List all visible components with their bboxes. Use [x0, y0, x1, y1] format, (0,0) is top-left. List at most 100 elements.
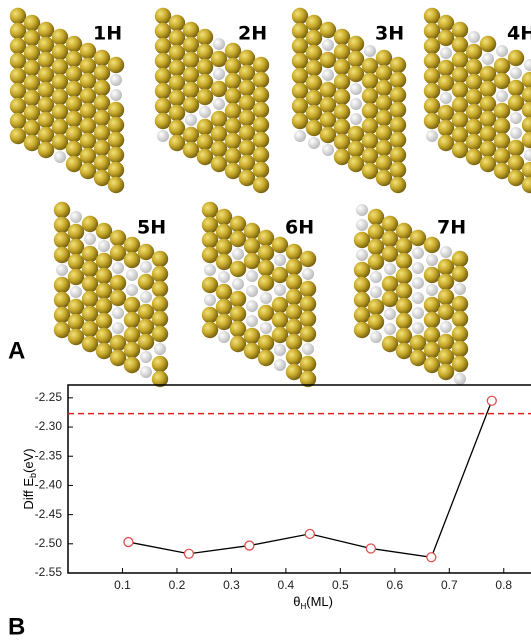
- gold-atom: [300, 311, 316, 327]
- gold-atom: [96, 328, 112, 344]
- hydrogen-atom: [294, 130, 306, 142]
- gold-atom: [300, 326, 316, 342]
- gold-atom: [68, 239, 84, 255]
- gold-atom: [52, 29, 68, 45]
- hydrogen-atom: [350, 98, 362, 110]
- gold-atom: [286, 334, 302, 350]
- gold-atom: [155, 38, 171, 54]
- gold-atom: [424, 38, 440, 54]
- gold-atom: [348, 66, 364, 82]
- hydrogen-atom: [246, 285, 258, 297]
- gold-atom: [390, 117, 406, 133]
- gold-atom: [424, 83, 440, 99]
- gold-atom: [286, 304, 302, 320]
- gold-atom: [320, 52, 336, 68]
- gold-atom: [368, 239, 384, 255]
- figure: 1H2H3H4H5H6H7H A B -2.55-2.50-2.45-2.40-…: [0, 0, 531, 643]
- gold-atom: [96, 253, 112, 269]
- gold-atom: [239, 50, 255, 66]
- gold-atom: [52, 119, 68, 135]
- gold-atom: [96, 268, 112, 284]
- gold-atom: [300, 281, 316, 297]
- structure-label: 5H: [137, 217, 166, 239]
- gold-atom: [66, 51, 82, 67]
- gold-atom: [382, 291, 398, 307]
- gold-atom: [108, 57, 124, 73]
- gold-atom: [382, 216, 398, 232]
- gold-atom: [82, 261, 98, 277]
- gold-atom: [24, 120, 40, 136]
- gold-atom: [124, 312, 140, 328]
- gold-atom: [438, 105, 454, 121]
- gold-atom: [258, 350, 274, 366]
- gold-atom: [183, 82, 199, 98]
- gold-atom: [68, 269, 84, 285]
- hydrogen-atom: [496, 90, 508, 102]
- structure-label: 4H: [507, 23, 531, 45]
- gold-atom: [38, 37, 54, 53]
- gold-atom: [396, 343, 412, 359]
- gold-atom: [424, 53, 440, 69]
- gold-atom: [334, 59, 350, 75]
- gold-atom: [138, 319, 154, 335]
- hydrogen-atom: [412, 307, 424, 319]
- gold-atom: [225, 58, 241, 74]
- gold-atom: [292, 38, 308, 54]
- hydrogen-atom: [350, 113, 362, 125]
- gold-atom: [68, 329, 84, 345]
- structure: 5H: [54, 202, 168, 387]
- gold-atom: [508, 95, 524, 111]
- gold-atom: [494, 133, 510, 149]
- hydrogen-atom: [302, 268, 314, 280]
- hydrogen-atom: [204, 264, 216, 276]
- gold-atom: [348, 36, 364, 52]
- gold-atom: [152, 266, 168, 282]
- gold-atom: [197, 89, 213, 105]
- gold-atom: [66, 156, 82, 172]
- gold-atom: [362, 163, 378, 179]
- gold-atom: [197, 134, 213, 150]
- gold-atom: [452, 326, 468, 342]
- hydrogen-atom: [140, 291, 152, 303]
- gold-atom: [68, 224, 84, 240]
- structure-label: 3H: [375, 23, 404, 45]
- hydrogen-atom: [454, 373, 466, 385]
- hydrogen-atom: [356, 219, 368, 231]
- gold-atom: [480, 66, 496, 82]
- gold-atom: [480, 141, 496, 157]
- gold-atom: [216, 209, 232, 225]
- gold-atom: [376, 65, 392, 81]
- gold-atom: [169, 90, 185, 106]
- gold-atom: [138, 274, 154, 290]
- hydrogen-atom: [157, 130, 169, 142]
- gold-atom: [253, 72, 269, 88]
- gold-atom: [230, 216, 246, 232]
- gold-atom: [230, 336, 246, 352]
- gold-atom: [244, 223, 260, 239]
- gold-atom: [410, 335, 426, 351]
- gold-atom: [244, 253, 260, 269]
- hydrogen-atom: [213, 98, 225, 110]
- gold-atom: [286, 244, 302, 260]
- gold-atom: [54, 307, 70, 323]
- data-point: [487, 396, 496, 405]
- hydrogen-atom: [213, 38, 225, 50]
- gold-atom: [522, 117, 531, 133]
- gold-atom: [424, 68, 440, 84]
- gold-atom: [66, 81, 82, 97]
- gold-atom: [10, 38, 26, 54]
- gold-atom: [452, 127, 468, 143]
- gold-atom: [390, 177, 406, 193]
- gold-atom: [438, 349, 454, 365]
- hydrogen-atom: [56, 264, 68, 276]
- gold-atom: [382, 246, 398, 262]
- gold-atom: [376, 170, 392, 186]
- x-tick-label: 0.5: [332, 578, 349, 592]
- gold-atom: [494, 73, 510, 89]
- x-label-main: θ: [293, 594, 300, 609]
- x-label-unit: (ML): [306, 594, 333, 609]
- gold-atom: [225, 43, 241, 59]
- hydrogen-atom: [246, 315, 258, 327]
- hydrogen-atom: [384, 323, 396, 335]
- gold-atom: [38, 82, 54, 98]
